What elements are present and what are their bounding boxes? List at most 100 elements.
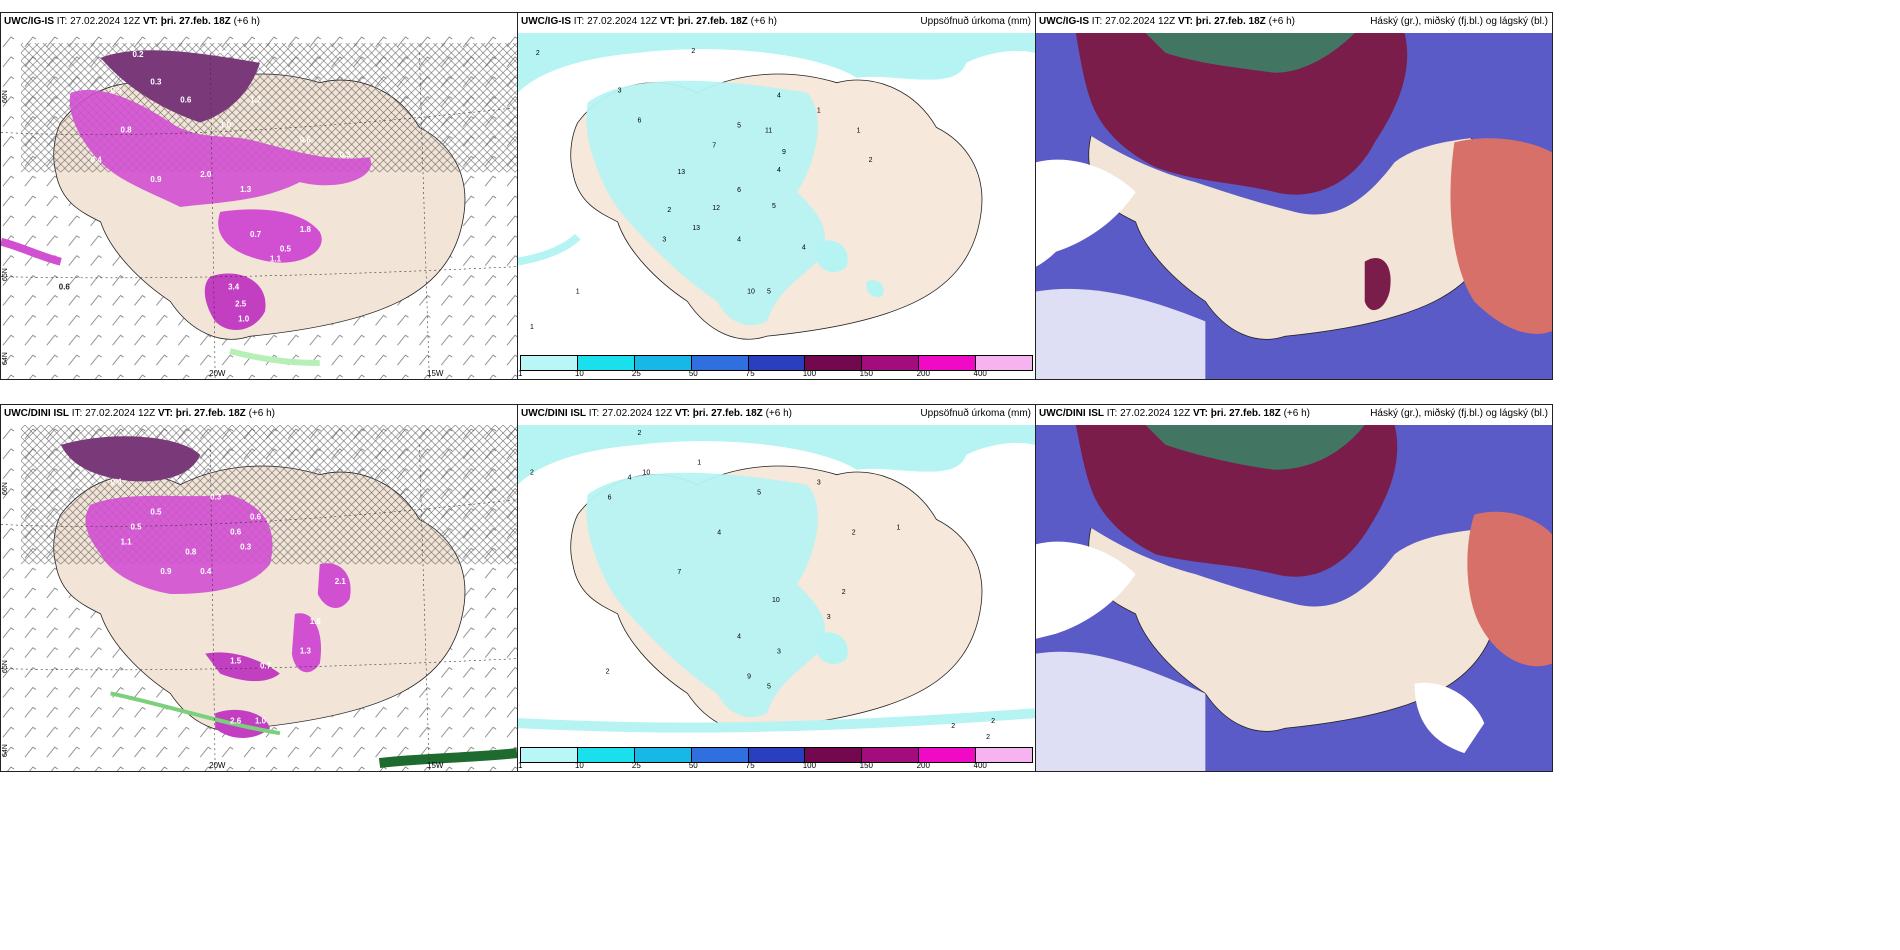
vt-label: VT: (659, 16, 675, 27)
colorbar-swatches (520, 747, 1033, 763)
precip-value: 0.6 (180, 96, 192, 105)
vt-value: þri. 27.feb. 18Z (175, 408, 246, 419)
precip-value: 1.1 (270, 255, 282, 264)
colorbar-swatch (577, 356, 635, 370)
it-label: IT: (1091, 16, 1103, 27)
vt-value: þri. 27.feb. 18Z (1195, 16, 1266, 27)
it-value: 27.02.2024 12Z (1120, 408, 1191, 419)
precip-value: 0.4 (200, 567, 212, 576)
colorbar-swatch (805, 748, 863, 762)
precip-value: 0.6 (59, 283, 71, 292)
panel-ig-cloud: UWC/IG-IS IT: 27.02.2024 12Z VT: þri. 27… (1035, 12, 1553, 380)
accum-value: 10 (747, 288, 755, 295)
colorbar-label: 100 (802, 761, 817, 770)
colorbar-swatch (976, 356, 1033, 370)
accum-value: 1 (897, 524, 901, 531)
accum-value: 1 (857, 127, 861, 134)
colorbar-label: 50 (688, 369, 698, 378)
model-name: UWC/DINI ISL (521, 408, 586, 419)
lead-time: (+6 h) (1283, 408, 1310, 419)
accum-value: 5 (767, 288, 771, 295)
colorbar-label: 10 (574, 761, 584, 770)
panel-header: UWC/DINI ISL IT: 27.02.2024 12Z VT: þri.… (518, 405, 1035, 425)
accum-value: 9 (747, 673, 751, 680)
precip-value: 0.6 (300, 135, 312, 144)
panel-title: Háský (gr.), miðský (fj.bl.) og lágský (… (1370, 408, 1548, 419)
accum-value: 3 (777, 649, 781, 656)
precip-value: 0.3 (210, 493, 222, 502)
accum-value: 2 (530, 470, 534, 477)
lead-time: (+6 h) (233, 16, 260, 27)
precip-value: 0.9 (150, 175, 162, 184)
precip-value: 0.8 (185, 547, 197, 556)
precip-value: 0.3 (240, 542, 252, 551)
model-name: UWC/IG-IS (1039, 16, 1089, 27)
precip-map-svg: 0.2 0.4 0.3 0.5 0.6 1.2 1.0 0.8 0.4 0.6 … (1, 33, 517, 379)
precip-value: 0.5 (280, 245, 292, 254)
accum-value: 4 (628, 475, 632, 482)
panel-header: UWC/IG-IS IT: 27.02.2024 12Z VT: þri. 27… (518, 13, 1035, 33)
colorbar-label: 25 (631, 761, 641, 770)
precip-value: 2.1 (335, 577, 347, 586)
precip-value: 2.5 (235, 299, 247, 308)
accum-value: 2 (852, 529, 856, 536)
colorbar-label: 10 (574, 369, 584, 378)
accum-map-svg: 2 1 2 4 10 6 5 3 7 4 10 2 1 4 3 2 9 3 5 … (518, 425, 1035, 741)
lead-time: (+6 h) (750, 16, 777, 27)
lat-label: 66N (2, 482, 9, 495)
precip-value: 0.5 (130, 522, 142, 531)
colorbar-swatch (634, 748, 692, 762)
precip-value: 0.2 (132, 50, 144, 59)
precip-value: 0.3 (150, 78, 162, 87)
colorbar-swatch (862, 748, 920, 762)
panel-header: UWC/IG-IS IT: 27.02.2024 12Z VT: þri. 27… (1, 13, 517, 33)
colorbar-swatch (919, 748, 977, 762)
lead-time: (+6 h) (248, 408, 275, 419)
colorbar-swatch (634, 356, 692, 370)
colorbar-label: 50 (688, 761, 698, 770)
precip-value: 0.4 (111, 478, 123, 487)
model-name: UWC/IG-IS (4, 16, 54, 27)
accum-value: 2 (842, 589, 846, 596)
precip-value: 1.5 (230, 657, 242, 666)
lon-label: 15W (427, 369, 444, 378)
colorbar-swatch (748, 748, 806, 762)
colorbar-swatch (521, 748, 578, 762)
vt-label: VT: (142, 16, 158, 27)
vt-value: þri. 27.feb. 18Z (1210, 408, 1281, 419)
colorbar-label: 200 (916, 369, 930, 378)
vt-label: VT: (1177, 16, 1193, 27)
accum-value: 2 (638, 430, 642, 437)
colorbar: 1 10 25 50 75 100 150 200 400 (518, 353, 1035, 379)
it-value: 27.02.2024 12Z (602, 408, 673, 419)
precip-value: 0.6 (250, 512, 262, 521)
accum-value: 6 (737, 187, 741, 194)
panel-ig-accum: UWC/IG-IS IT: 27.02.2024 12Z VT: þri. 27… (517, 12, 1036, 380)
precip-value: 0.7 (260, 662, 272, 671)
colorbar-swatch (976, 748, 1033, 762)
accum-value: 2 (536, 50, 540, 57)
colorbar-label: 150 (859, 761, 874, 770)
lon-label: 20W (209, 369, 226, 378)
precip-value: 0.4 (218, 46, 230, 55)
accum-value: 10 (772, 597, 780, 604)
colorbar-label: 100 (802, 369, 817, 378)
lead-time: (+6 h) (765, 408, 792, 419)
accum-value: 6 (608, 495, 612, 502)
accum-value: 4 (717, 529, 721, 536)
accum-value: 2 (691, 48, 695, 55)
accum-value: 5 (767, 683, 771, 690)
accum-value: 4 (777, 93, 781, 100)
vt-value: þri. 27.feb. 18Z (677, 16, 748, 27)
panel-title: Háský (gr.), miðský (fj.bl.) og lágský (… (1370, 16, 1548, 27)
precip-value: 2.0 (200, 170, 212, 179)
map-area: 2 1 2 4 10 6 5 3 7 4 10 2 1 4 3 2 9 3 5 … (518, 425, 1035, 745)
colorbar: 1 10 25 50 75 100 150 200 400 (518, 745, 1035, 771)
colorbar-label: 150 (859, 369, 874, 378)
accum-value: 3 (817, 480, 821, 487)
precip-value: 0.4 (91, 155, 103, 164)
it-value: 27.02.2024 12Z (1105, 16, 1176, 27)
colorbar-swatch (577, 748, 635, 762)
precip-value: 1.0 (220, 120, 232, 129)
it-label: IT: (71, 408, 83, 419)
